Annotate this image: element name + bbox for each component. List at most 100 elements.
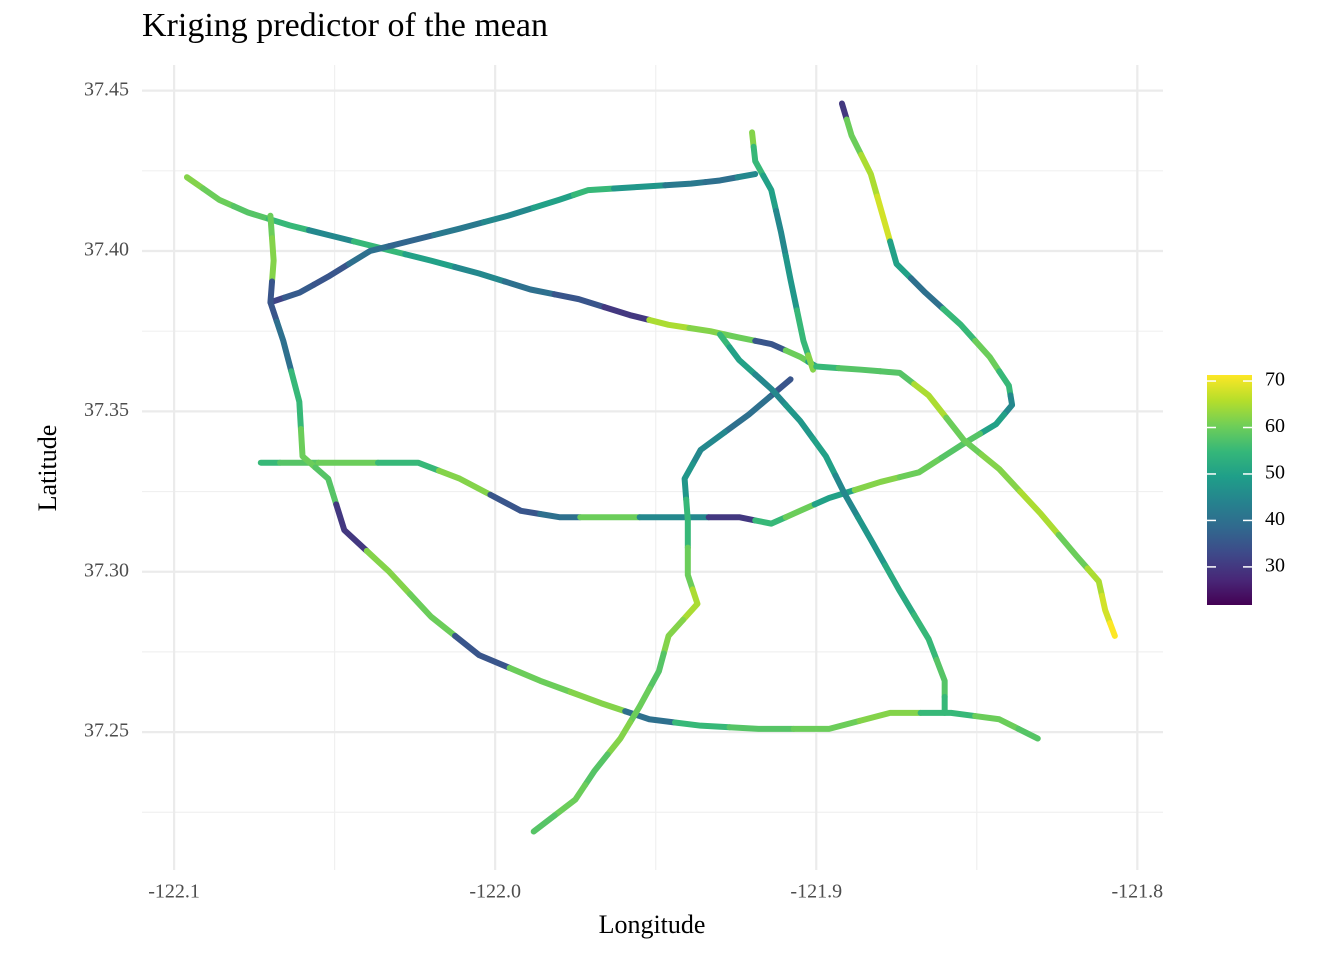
road-segment [480,204,537,226]
road-segment [407,591,459,639]
road-segment [551,291,608,311]
road-segment [896,454,945,481]
road-segment [972,337,1003,375]
colorbar-label: 50 [1265,462,1285,484]
road-segment [567,689,629,715]
road-segment [978,451,1024,495]
road-segment [1017,488,1062,538]
grid [142,65,1163,870]
road-segment [721,393,773,436]
road-segment [601,304,653,323]
road-segment [230,203,272,222]
road-segment [773,207,789,259]
road-segment [938,440,967,461]
road-segment [760,172,780,214]
road-segment [907,275,947,312]
road-segment [570,185,617,198]
road-segment [671,719,733,731]
x-axis-label: Longitude [599,910,706,939]
road-segment [273,318,295,375]
y-tick-label: 37.35 [84,399,129,421]
y-tick-label: 37.25 [84,720,129,742]
road-segment [506,664,574,696]
road-segment [627,685,653,726]
road-segment [537,511,584,521]
road-segment [604,719,634,758]
road-segment [856,709,924,724]
road-segment [551,782,589,819]
road-segment [680,586,701,623]
road-segment [835,365,884,375]
road-segment [726,344,759,378]
road-segment [752,371,789,408]
road-segment [1001,392,1016,418]
road-segment [813,363,842,372]
road-segment [996,368,1014,399]
road-segment [684,544,696,593]
road-segment [843,116,865,158]
road-segment [877,368,918,388]
road-segment [386,231,438,250]
colorbar-bar [1207,375,1252,605]
road-segment [887,238,914,282]
chart-title: Kriging predictor of the mean [142,7,548,44]
road-segment [1098,592,1114,627]
road-segment [610,182,669,192]
road-segment [683,496,691,551]
road-segment [305,227,357,245]
road-segment [810,435,839,479]
road-segment [793,307,812,359]
road-segment [681,461,696,503]
road-segment [832,472,861,521]
road-segment [297,426,319,471]
road-segment [501,278,558,298]
road-segment [200,185,237,210]
road-segment [267,212,276,242]
colorbar-label: 40 [1265,508,1285,530]
road-segment [265,215,312,234]
road-segment [452,632,513,671]
road-segment [530,191,577,211]
road-segment [1107,620,1118,639]
road-segment [858,151,881,200]
road-segment [646,316,693,331]
road-segment [874,193,894,245]
x-tick-label: -122.0 [469,881,521,903]
road-segment [851,474,903,493]
road-segment [721,331,759,344]
road-segment [183,174,207,192]
road-segment [346,243,393,267]
road-segment [1055,531,1091,572]
x-tick-label: -122.1 [148,881,200,903]
colorbar-label: 30 [1265,554,1285,576]
road-segment [487,491,544,518]
road-segment [333,501,370,554]
road-segment [363,547,414,598]
road-segment [310,260,353,288]
road-segment [660,616,687,657]
road-segment [933,656,948,700]
road-segment [750,143,767,179]
y-tick-label: 37.40 [84,239,129,261]
road-segment [752,337,789,354]
colorbar: 30 40 50 60 70 [1207,369,1285,605]
x-tick-label: -121.9 [790,881,842,903]
y-tick-label: 37.45 [84,78,129,100]
road-segment [805,352,817,373]
road-segment [943,414,985,458]
x-tick-label: -121.8 [1111,881,1163,903]
road-segment [281,281,317,301]
road-segment [917,709,979,720]
road-segment [452,264,508,285]
road-segment [782,401,817,442]
road-segment [882,562,918,619]
road-segment [972,713,1022,732]
road-segment [752,514,789,527]
road-segment [734,171,759,181]
road-segment [726,724,797,732]
road-segment [854,514,889,569]
road-segment [782,501,818,521]
road-segment [782,347,812,365]
road-segment [267,278,280,325]
